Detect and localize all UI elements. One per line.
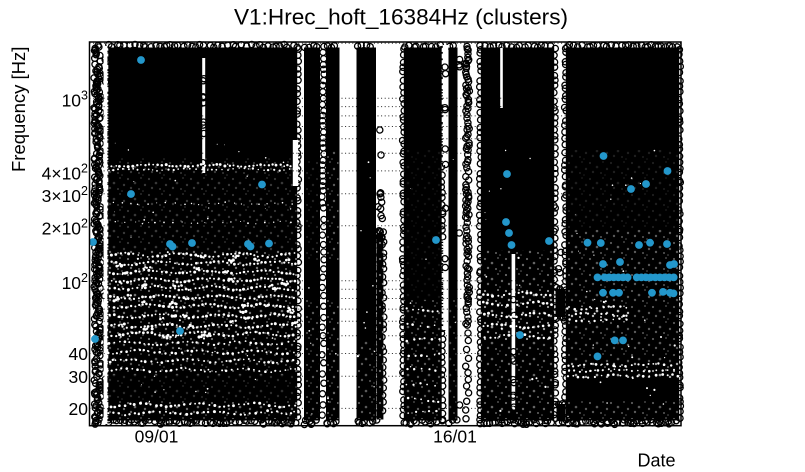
svg-text:V1:Hrec_hoft_16384Hz (clusters: V1:Hrec_hoft_16384Hz (clusters)	[234, 4, 568, 29]
svg-text:3×102: 3×102	[42, 184, 88, 206]
svg-text:16/01: 16/01	[433, 427, 477, 447]
svg-text:20: 20	[69, 399, 89, 419]
svg-text:40: 40	[69, 344, 89, 364]
svg-text:Frequency [Hz]: Frequency [Hz]	[8, 47, 29, 172]
svg-text:4×102: 4×102	[42, 161, 88, 183]
svg-text:30: 30	[69, 367, 89, 387]
svg-text:Date: Date	[637, 450, 675, 470]
svg-text:2×102: 2×102	[42, 216, 88, 238]
svg-text:09/01: 09/01	[135, 427, 179, 447]
